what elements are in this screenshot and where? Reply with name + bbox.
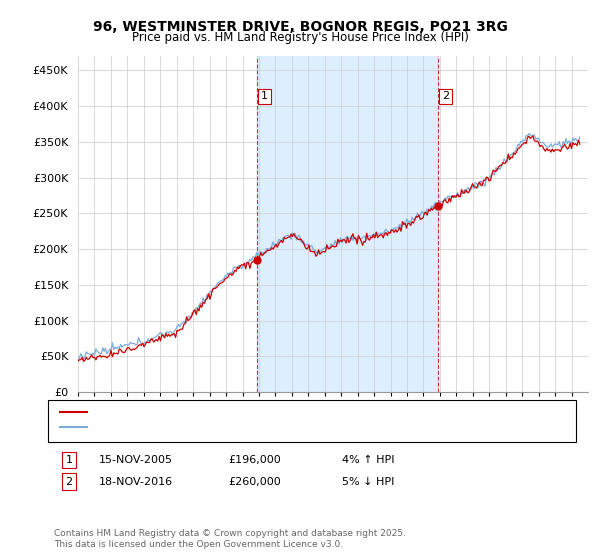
Text: 18-NOV-2016: 18-NOV-2016 bbox=[99, 477, 173, 487]
Text: 15-NOV-2005: 15-NOV-2005 bbox=[99, 455, 173, 465]
Text: 2: 2 bbox=[442, 91, 449, 101]
Text: 2: 2 bbox=[65, 477, 73, 487]
Text: 96, WESTMINSTER DRIVE, BOGNOR REGIS, PO21 3RG (semi-detached house): 96, WESTMINSTER DRIVE, BOGNOR REGIS, PO2… bbox=[93, 407, 470, 417]
Text: 96, WESTMINSTER DRIVE, BOGNOR REGIS, PO21 3RG: 96, WESTMINSTER DRIVE, BOGNOR REGIS, PO2… bbox=[92, 20, 508, 34]
Text: Price paid vs. HM Land Registry's House Price Index (HPI): Price paid vs. HM Land Registry's House … bbox=[131, 31, 469, 44]
Text: 1: 1 bbox=[65, 455, 73, 465]
Text: 1: 1 bbox=[261, 91, 268, 101]
Text: 4% ↑ HPI: 4% ↑ HPI bbox=[342, 455, 395, 465]
Text: £196,000: £196,000 bbox=[228, 455, 281, 465]
Text: Contains HM Land Registry data © Crown copyright and database right 2025.
This d: Contains HM Land Registry data © Crown c… bbox=[54, 529, 406, 549]
Text: £260,000: £260,000 bbox=[228, 477, 281, 487]
Bar bbox=[257, 56, 438, 392]
Text: 5% ↓ HPI: 5% ↓ HPI bbox=[342, 477, 394, 487]
Text: HPI: Average price, semi-detached house, Arun: HPI: Average price, semi-detached house,… bbox=[93, 422, 324, 432]
